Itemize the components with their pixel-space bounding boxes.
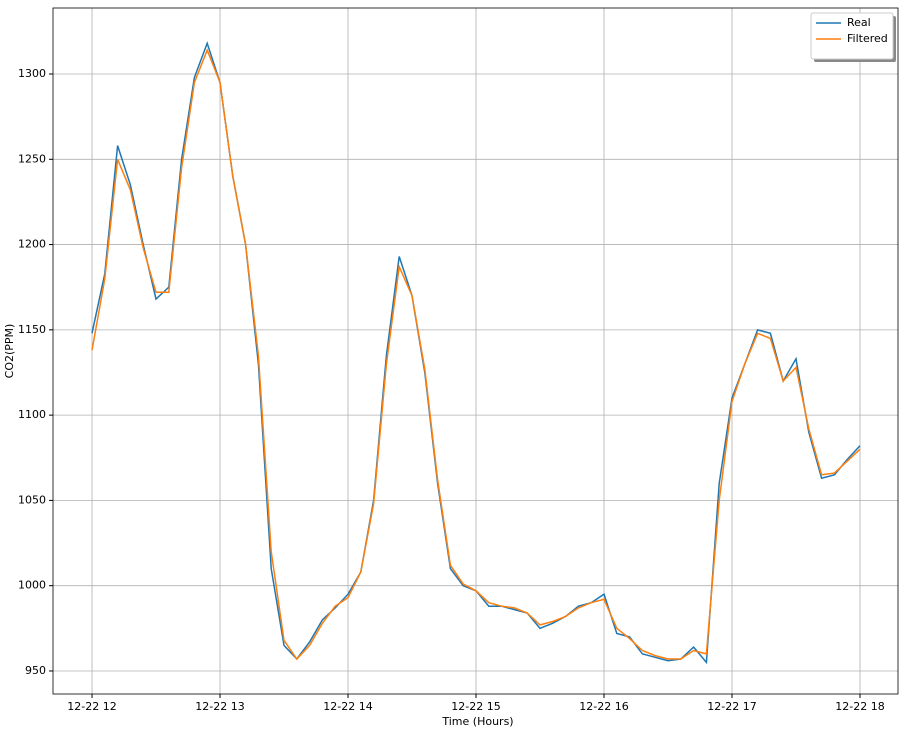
- legend-label: Real: [847, 16, 871, 29]
- x-tick-label: 12-22 15: [451, 700, 500, 713]
- data-line: [91, 48, 861, 661]
- plot-frame: [52, 7, 899, 695]
- x-tick-label: 12-22 14: [323, 700, 372, 713]
- x-tick-label: 12-22 12: [67, 700, 116, 713]
- x-tick-label: 12-22 18: [835, 700, 884, 713]
- x-axis-label: Time (Hours): [441, 715, 513, 728]
- y-tick-label: 1100: [18, 408, 46, 421]
- legend-box: [810, 12, 894, 60]
- y-tick-label: 1200: [18, 238, 46, 251]
- x-tick-label: 12-22 17: [707, 700, 756, 713]
- y-tick-label: 1150: [18, 323, 46, 336]
- legend-label: Filtered: [847, 32, 888, 45]
- x-tick-label: 12-22 16: [579, 700, 628, 713]
- y-tick-label: 1000: [18, 579, 46, 592]
- y-tick-label: 1250: [18, 152, 46, 165]
- y-tick-label: 1300: [18, 67, 46, 80]
- y-tick-label: 1050: [18, 493, 46, 506]
- y-axis-label: CO2(PPM): [3, 324, 16, 379]
- y-tick-label: 950: [25, 664, 46, 677]
- legend: Real Filtered: [810, 12, 896, 62]
- x-tick-label: 12-22 13: [195, 700, 244, 713]
